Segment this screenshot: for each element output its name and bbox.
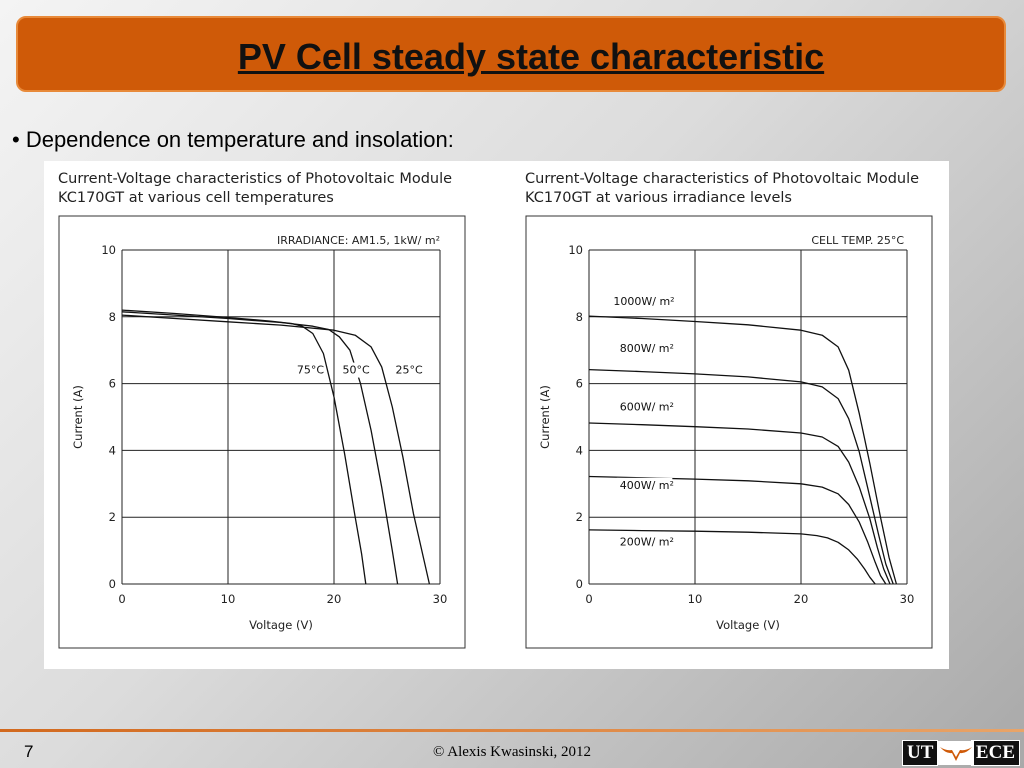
curve-label: 75°C xyxy=(297,364,324,377)
series-line xyxy=(121,314,431,585)
curve-label-bg xyxy=(616,534,673,550)
series-line xyxy=(588,315,898,585)
chart-title-line1: Current-Voltage characteristics of Photo… xyxy=(58,171,453,187)
chart-title-temperature: Current-Voltage characteristics of Photo… xyxy=(58,170,452,208)
chart-condition-label: CELL TEMP. 25°C xyxy=(811,234,904,247)
curve-label-bg xyxy=(339,362,371,378)
curve-label-bg xyxy=(610,294,673,310)
curve-label-bg xyxy=(616,340,673,356)
longhorn-icon xyxy=(938,741,975,765)
y-tick-label: 2 xyxy=(109,510,116,524)
series-line xyxy=(121,311,399,585)
ut-ece-logo: UT ECE xyxy=(902,740,1020,766)
curve-label: 1000W/ m² xyxy=(613,295,674,308)
chart-title-line1: Current-Voltage characteristics of Photo… xyxy=(525,171,920,187)
y-tick-label: 6 xyxy=(576,377,583,391)
curve-label: 800W/ m² xyxy=(620,342,674,355)
x-tick-label: 10 xyxy=(688,592,703,606)
y-tick-label: 8 xyxy=(576,310,583,324)
series-line xyxy=(588,475,887,585)
y-axis-label: Current (A) xyxy=(538,385,552,449)
curve-label-bg xyxy=(293,362,325,378)
logo-ece-text: ECE xyxy=(970,740,1020,766)
y-tick-label: 10 xyxy=(101,243,116,257)
y-tick-label: 0 xyxy=(576,577,583,591)
slide-title: PV Cell steady state characteristic xyxy=(237,36,825,77)
y-axis-label: Current (A) xyxy=(71,385,85,449)
x-tick-label: 30 xyxy=(900,592,915,606)
logo-ut-text: UT xyxy=(902,740,939,766)
chart-frame xyxy=(525,215,933,649)
series-line xyxy=(588,422,891,585)
x-tick-label: 20 xyxy=(327,592,342,606)
x-tick-label: 0 xyxy=(118,592,125,606)
chart-title-line2: KC170GT at various cell temperatures xyxy=(58,190,334,206)
series-line xyxy=(588,529,876,585)
y-tick-label: 0 xyxy=(109,577,116,591)
curve-label: 25°C xyxy=(395,364,422,377)
y-tick-label: 6 xyxy=(109,377,116,391)
x-axis-label: Voltage (V) xyxy=(716,618,780,632)
series-line xyxy=(121,309,367,585)
bullet-point: • Dependence on temperature and insolati… xyxy=(12,127,454,152)
y-tick-label: 8 xyxy=(109,310,116,324)
chart-condition-label: IRRADIANCE: AM1.5, 1kW/ m² xyxy=(277,234,440,247)
copyright: © Alexis Kwasinski, 2012 xyxy=(432,744,592,760)
footer-divider xyxy=(0,729,1024,732)
chart-title-irradiance: Current-Voltage characteristics of Photo… xyxy=(525,170,919,208)
x-tick-label: 0 xyxy=(585,592,592,606)
chart-title-line2: KC170GT at various irradiance levels xyxy=(525,190,792,206)
curve-label-bg xyxy=(392,362,424,378)
y-tick-label: 4 xyxy=(109,443,116,457)
x-axis-label: Voltage (V) xyxy=(249,618,313,632)
series-line xyxy=(588,368,894,585)
figure-panel: Current-Voltage characteristics of Photo… xyxy=(44,161,949,669)
x-tick-label: 20 xyxy=(794,592,809,606)
page-number: 7 xyxy=(24,742,34,761)
curve-label: 200W/ m² xyxy=(620,536,674,549)
curve-label: 600W/ m² xyxy=(620,400,674,413)
curve-label: 50°C xyxy=(342,364,369,377)
y-tick-label: 4 xyxy=(576,443,583,457)
x-tick-label: 30 xyxy=(433,592,448,606)
x-tick-label: 10 xyxy=(221,592,236,606)
curve-label: 400W/ m² xyxy=(620,479,674,492)
y-tick-label: 2 xyxy=(576,510,583,524)
curve-label-bg xyxy=(616,477,673,493)
curve-label-bg xyxy=(616,399,673,415)
chart-frame xyxy=(58,215,466,649)
y-tick-label: 10 xyxy=(568,243,583,257)
title-bar: PV Cell steady state characteristic xyxy=(16,16,1006,92)
